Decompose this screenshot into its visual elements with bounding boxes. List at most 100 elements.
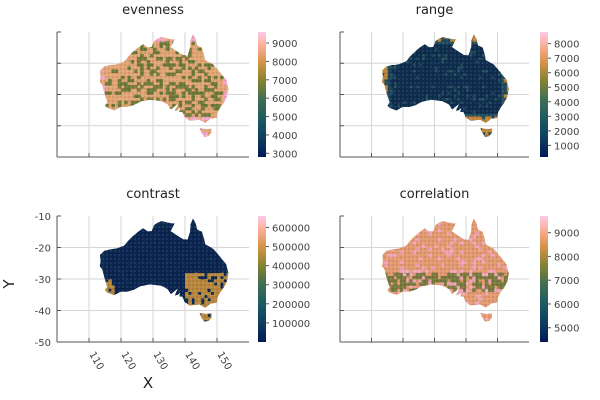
heatmap-cell — [403, 107, 407, 111]
heatmap-cell — [162, 116, 167, 120]
heatmap-cell — [478, 132, 483, 136]
heatmap-cell — [124, 128, 128, 133]
heatmap-cell — [101, 94, 106, 98]
heatmap-cell — [506, 132, 509, 136]
heatmap-cell — [220, 107, 224, 111]
heatmap-cell — [153, 132, 157, 136]
heatmap-cell — [143, 294, 147, 299]
heatmap-cell — [121, 119, 125, 123]
heatmap-cell — [146, 316, 151, 321]
heatmap-cell — [108, 38, 112, 42]
heatmap-cell — [124, 238, 128, 242]
colorbar-tick-label: 600000 — [272, 223, 310, 234]
heatmap-cell — [409, 50, 413, 55]
heatmap-cell — [156, 291, 160, 296]
heatmap-cell — [137, 291, 141, 296]
heatmap-cell — [217, 231, 221, 236]
heatmap-cell — [101, 297, 106, 302]
heatmap-cell — [425, 100, 429, 105]
heatmap-cell — [143, 125, 147, 130]
heatmap-cell — [428, 135, 432, 137]
heatmap-cell — [506, 50, 509, 55]
heatmap-cell — [220, 66, 224, 70]
heatmap-cell — [121, 234, 125, 239]
heatmap-cell — [165, 313, 170, 318]
heatmap-cell — [146, 291, 151, 296]
heatmap-cell — [393, 301, 398, 305]
heatmap-cell — [210, 241, 215, 245]
heatmap-cell — [114, 38, 119, 42]
heatmap-cell — [101, 319, 106, 322]
heatmap-cell — [421, 128, 426, 133]
heatmap-cell — [488, 50, 492, 55]
heatmap-cell — [418, 34, 423, 36]
heatmap-cell — [124, 34, 128, 36]
heatmap-cell — [381, 85, 385, 89]
heatmap-cell — [207, 241, 211, 245]
heatmap-cell — [194, 34, 199, 36]
heatmap-cell — [472, 135, 476, 137]
heatmap-cell — [140, 288, 144, 292]
heatmap-cell — [456, 219, 461, 223]
heatmap-cell — [165, 291, 170, 296]
colorbar-tick-label: 5000 — [554, 83, 579, 94]
heatmap-cell — [500, 228, 505, 233]
heatmap-cell — [133, 116, 138, 120]
heatmap-cell — [453, 316, 457, 321]
heatmap-cell — [111, 35, 115, 39]
heatmap-cell — [137, 132, 141, 136]
heatmap-cell — [191, 310, 195, 314]
heatmap-cell — [169, 135, 173, 137]
heatmap-cell — [99, 132, 103, 136]
heatmap-cell — [396, 44, 401, 48]
heatmap-cell — [220, 313, 224, 318]
heatmap-cell — [99, 47, 103, 52]
heatmap-cell — [188, 316, 192, 321]
heatmap-cell — [393, 297, 398, 302]
heatmap-cell — [121, 310, 125, 314]
heatmap-cell — [156, 128, 160, 133]
heatmap-cell — [447, 119, 451, 123]
heatmap-cell — [143, 103, 147, 108]
heatmap-cell — [226, 50, 229, 55]
heatmap-cell — [223, 291, 227, 296]
heatmap-cell — [412, 107, 416, 111]
heatmap-cell — [194, 135, 199, 137]
heatmap-cell — [207, 50, 211, 55]
heatmap-cell — [217, 313, 221, 318]
heatmap-cell — [156, 304, 160, 308]
heatmap-cell — [188, 34, 192, 36]
heatmap-cell — [506, 135, 509, 137]
heatmap-cell — [162, 304, 167, 308]
heatmap-cell — [223, 119, 227, 123]
heatmap-cell — [421, 38, 426, 42]
heatmap-cell — [403, 241, 407, 245]
heatmap-cell — [393, 116, 398, 120]
heatmap-cell — [456, 135, 461, 137]
heatmap-cell — [210, 34, 215, 36]
heatmap-cell — [175, 316, 179, 321]
heatmap-cell — [124, 113, 128, 117]
heatmap-cell — [226, 282, 229, 286]
heatmap-cell — [459, 47, 464, 52]
heatmap-cell — [491, 231, 495, 236]
heatmap-cell — [478, 34, 483, 36]
heatmap-cell — [127, 132, 131, 136]
heatmap-cell — [503, 128, 508, 133]
heatmap-cell — [127, 228, 131, 233]
heatmap-cell — [437, 119, 442, 123]
y-axis-label: Y — [0, 279, 18, 290]
heatmap-cell — [406, 47, 410, 52]
heatmap-cell — [162, 107, 167, 111]
heatmap-cell — [169, 128, 173, 133]
heatmap-cell — [137, 110, 141, 114]
heatmap-cell — [503, 113, 508, 117]
heatmap-cell — [124, 135, 128, 137]
heatmap-cell — [99, 294, 103, 299]
heatmap-cell — [127, 125, 131, 130]
heatmap-cell — [133, 34, 138, 36]
heatmap-cell — [191, 135, 195, 137]
y-tick-label: -30 — [35, 275, 51, 286]
heatmap-cell — [194, 310, 199, 314]
heatmap-cell — [478, 219, 483, 223]
